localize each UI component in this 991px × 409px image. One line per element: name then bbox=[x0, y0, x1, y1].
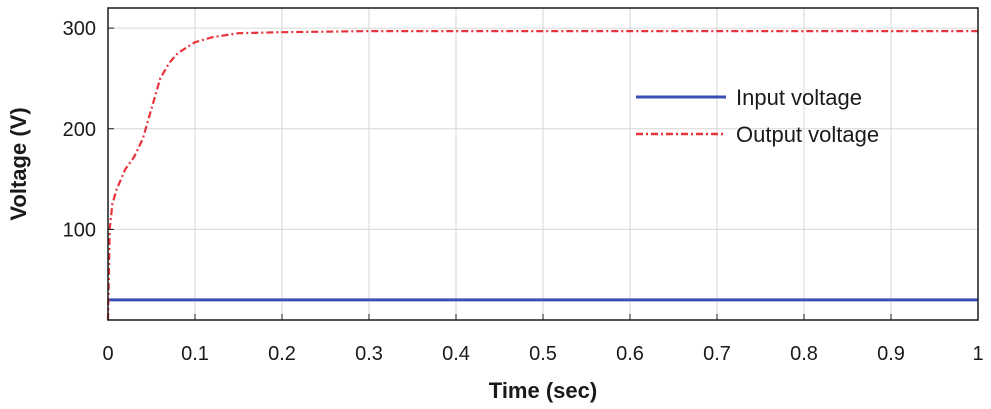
legend-label-0: Input voltage bbox=[736, 85, 862, 110]
x-tick-label: 0.7 bbox=[703, 343, 731, 365]
x-tick-label: 0.3 bbox=[355, 343, 383, 365]
y-tick-label: 200 bbox=[63, 119, 96, 141]
y-tick-label: 300 bbox=[63, 18, 96, 40]
x-tick-label: 0.5 bbox=[529, 343, 557, 365]
x-tick-label: 1 bbox=[972, 343, 983, 365]
grid bbox=[108, 8, 978, 320]
x-axis-ticks: 0 0.1 0.2 0.3 0.4 0.5 0.6 0.7 0.8 0.9 1 bbox=[102, 314, 984, 365]
x-tick-label: 0.8 bbox=[790, 343, 818, 365]
x-tick-label: 0 bbox=[102, 343, 113, 365]
x-tick-label: 0.2 bbox=[268, 343, 296, 365]
y-tick-label: 100 bbox=[63, 219, 96, 241]
series-layer bbox=[106, 30, 978, 321]
y-axis-title: Voltage (V) bbox=[6, 107, 31, 220]
x-tick-label: 0.6 bbox=[616, 343, 644, 365]
x-tick-label: 0.1 bbox=[181, 343, 209, 365]
y-axis-ticks: 100 200 300 bbox=[63, 18, 114, 241]
legend-label-1: Output voltage bbox=[736, 122, 879, 147]
x-axis-title: Time (sec) bbox=[489, 378, 597, 403]
x-tick-label: 0.4 bbox=[442, 343, 470, 365]
x-tick-label: 0.9 bbox=[877, 343, 905, 365]
series-line-1 bbox=[106, 30, 978, 321]
legend: Input voltage Output voltage bbox=[636, 85, 879, 147]
